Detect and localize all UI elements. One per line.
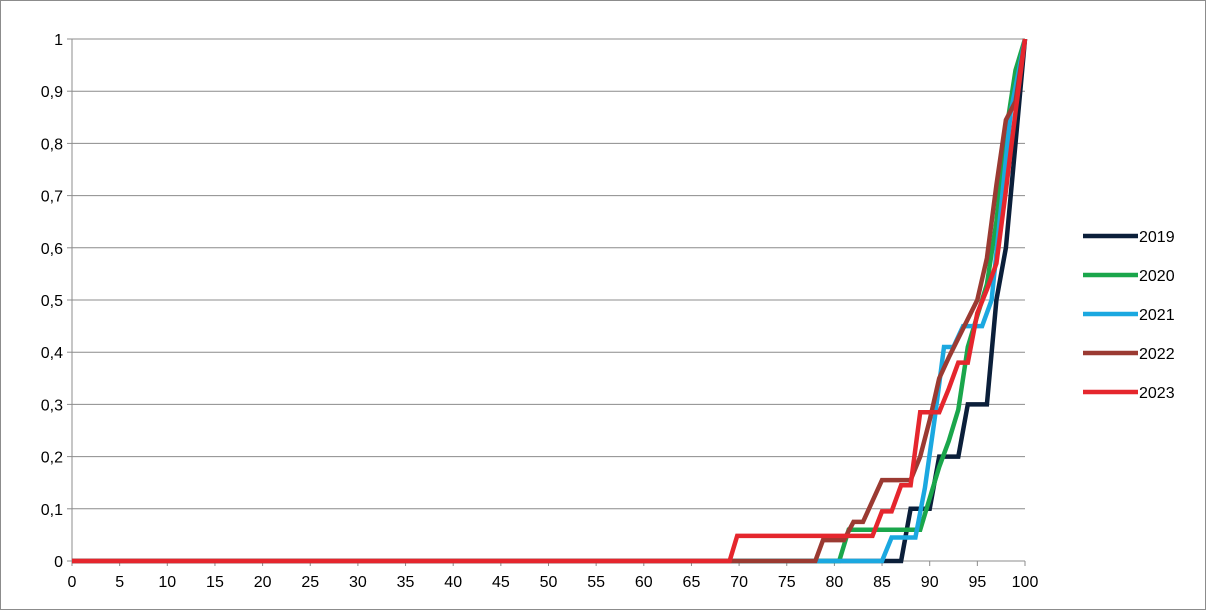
x-tick-label: 80 [826, 574, 844, 591]
x-tick-label: 85 [873, 574, 891, 591]
x-tick-label: 70 [730, 574, 748, 591]
y-tick-label: 0,9 [41, 84, 63, 101]
y-tick-label: 0,3 [41, 397, 63, 414]
series-lines [72, 38, 1028, 564]
x-tick-label: 30 [349, 574, 367, 591]
x-tick-label: 40 [444, 574, 462, 591]
x-tick-label: 100 [1012, 574, 1039, 591]
series-line-2019 [72, 38, 1028, 564]
y-tick-label: 0,6 [41, 241, 63, 258]
x-tick-label: 90 [921, 574, 939, 591]
series-line-2023 [72, 38, 1028, 564]
legend-label-2023: 2023 [1139, 385, 1175, 402]
x-tick-label: 95 [968, 574, 986, 591]
legend-label-2019: 2019 [1139, 229, 1175, 246]
y-tick-label: 0,8 [41, 136, 63, 153]
legend-label-2022: 2022 [1139, 346, 1175, 363]
x-tick-label: 25 [301, 574, 319, 591]
x-tick-label: 10 [158, 574, 176, 591]
y-tick-label: 0,2 [41, 450, 63, 467]
y-tick-label: 0,1 [41, 502, 63, 519]
y-tick-label: 0 [54, 554, 63, 571]
x-tick-label: 75 [778, 574, 796, 591]
x-tick-label: 35 [397, 574, 415, 591]
x-tick-label: 0 [68, 574, 77, 591]
legend-label-2021: 2021 [1139, 307, 1175, 324]
y-tick-label: 1 [54, 32, 63, 49]
y-tick-label: 0,5 [41, 293, 63, 310]
legend-label-2020: 2020 [1139, 268, 1175, 285]
x-tick-label: 65 [683, 574, 701, 591]
x-axis-ticks: 0 5 10 15 20 25 30 35 40 45 50 55 60 65 70 75 80 85 90 95 10… [68, 561, 1039, 591]
x-tick-label: 45 [492, 574, 510, 591]
grid-lines [72, 38, 1025, 510]
x-tick-label: 15 [206, 574, 224, 591]
x-tick-label: 20 [254, 574, 272, 591]
x-tick-label: 5 [115, 574, 124, 591]
y-axis-ticks: 0 0,1 0,2 0,3 0,4 0,5 0,6 0,7 0,8 0,9 1 [41, 32, 72, 571]
x-tick-label: 55 [587, 574, 605, 591]
x-tick-label: 50 [540, 574, 558, 591]
y-tick-label: 0,7 [41, 189, 63, 206]
legend: 2019 2020 2021 2022 2023 [1083, 229, 1175, 402]
x-tick-label: 60 [635, 574, 653, 591]
y-tick-label: 0,4 [41, 345, 63, 362]
series-line-2022 [72, 38, 1028, 564]
